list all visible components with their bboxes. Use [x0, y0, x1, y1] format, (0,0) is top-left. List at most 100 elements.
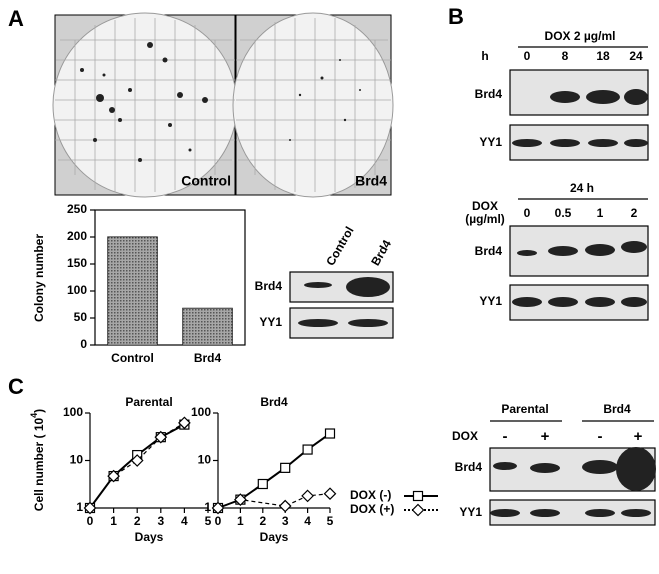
legend-label: DOX (+)	[350, 502, 394, 516]
marker	[257, 478, 268, 490]
blot	[509, 69, 649, 116]
unit-label: DOX	[472, 199, 498, 213]
plate-label: Brd4	[355, 173, 387, 189]
marker	[211, 501, 225, 515]
x-tick-label: 0	[215, 514, 222, 528]
bar-texture	[182, 308, 233, 345]
band	[621, 241, 647, 253]
y-tick-label: 0	[80, 337, 87, 351]
x-tick-label: Brd4	[194, 351, 222, 365]
y-tick-label: 10	[198, 453, 212, 467]
lane-label: Control	[323, 224, 356, 268]
unit-label: (µg/ml)	[465, 212, 505, 226]
marker	[280, 462, 291, 473]
x-tick-label: 2	[134, 514, 141, 528]
y-tick-label: 100	[67, 283, 87, 297]
lane-label: 0	[524, 49, 531, 63]
band	[582, 460, 618, 474]
unit-label: h	[481, 49, 488, 63]
band	[621, 297, 647, 307]
panel-label: A	[8, 6, 24, 31]
x-axis-label: Days	[260, 530, 289, 544]
lane-label: 18	[596, 49, 610, 63]
band	[621, 509, 651, 517]
x-axis-label: Days	[135, 530, 164, 544]
marker	[234, 493, 247, 506]
band	[588, 139, 618, 147]
band	[530, 509, 560, 517]
band	[346, 277, 390, 297]
blot-header: 24 h	[570, 181, 594, 195]
y-tick-label: 1	[204, 500, 211, 514]
band	[512, 139, 542, 147]
y-tick-label: 10	[70, 453, 84, 467]
y-tick-label: 250	[67, 202, 87, 216]
lane-label: +	[541, 428, 550, 445]
legend-marker	[411, 503, 425, 517]
chart-title: Parental	[125, 395, 172, 409]
marker	[324, 428, 336, 439]
marker	[130, 454, 144, 467]
lane-label: -	[503, 428, 508, 445]
band	[512, 297, 542, 307]
row-label: YY1	[479, 135, 502, 149]
y-tick-label: 200	[67, 229, 87, 243]
x-tick-label: 4	[181, 514, 188, 528]
lane-label: +	[634, 428, 643, 445]
group-label: Brd4	[603, 402, 631, 416]
y-axis-label: Cell number ( 104)	[29, 409, 46, 511]
legend-marker	[412, 490, 424, 502]
lane-label: 24	[629, 49, 643, 63]
panel-label: B	[448, 4, 464, 29]
marker	[107, 469, 120, 483]
row-label: YY1	[479, 294, 502, 308]
series-line	[217, 432, 331, 509]
row-label: Brd4	[255, 279, 283, 293]
band	[550, 139, 580, 147]
band	[298, 319, 338, 327]
x-tick-label: 1	[237, 514, 244, 528]
band	[624, 139, 648, 147]
y-axis-label-part: Cell number ( 10	[32, 418, 46, 512]
plot-frame	[94, 209, 246, 346]
x-tick-label: 3	[157, 514, 164, 528]
band	[585, 244, 615, 256]
marker	[302, 444, 313, 455]
lane-label: 0	[524, 206, 531, 220]
x-tick-label: 1	[110, 514, 117, 528]
marker	[154, 430, 168, 444]
chart-title: Brd4	[260, 395, 288, 409]
x-tick-label: 5	[205, 514, 212, 528]
row-label: Brd4	[475, 87, 503, 101]
marker	[83, 501, 97, 515]
lane-label: 1	[597, 206, 604, 220]
marker	[178, 416, 191, 430]
band	[348, 319, 388, 327]
x-tick-label: Control	[111, 351, 154, 365]
band	[530, 463, 560, 473]
band	[304, 282, 332, 288]
y-tick-label: 150	[67, 256, 87, 270]
band	[548, 297, 578, 307]
lane-label: Brd4	[368, 237, 394, 268]
lane-label: 0.5	[555, 206, 572, 220]
marker	[278, 499, 292, 513]
marker	[323, 487, 337, 501]
plate-label: Control	[181, 173, 231, 189]
row-label: YY1	[459, 505, 482, 519]
row-label: Brd4	[455, 460, 483, 474]
row-label: DOX	[452, 429, 478, 443]
lane-label: 2	[631, 206, 638, 220]
band	[548, 246, 578, 256]
y-axis-label-part: 4	[29, 413, 39, 418]
band	[550, 91, 580, 103]
bar-texture	[107, 237, 158, 345]
row-label: Brd4	[475, 244, 503, 258]
plate-photos	[52, 12, 394, 198]
legend-label: DOX (-)	[350, 488, 391, 502]
band	[585, 297, 615, 307]
lane-label: 8	[562, 49, 569, 63]
group-label: Parental	[501, 402, 548, 416]
y-tick-label: 100	[63, 405, 83, 419]
